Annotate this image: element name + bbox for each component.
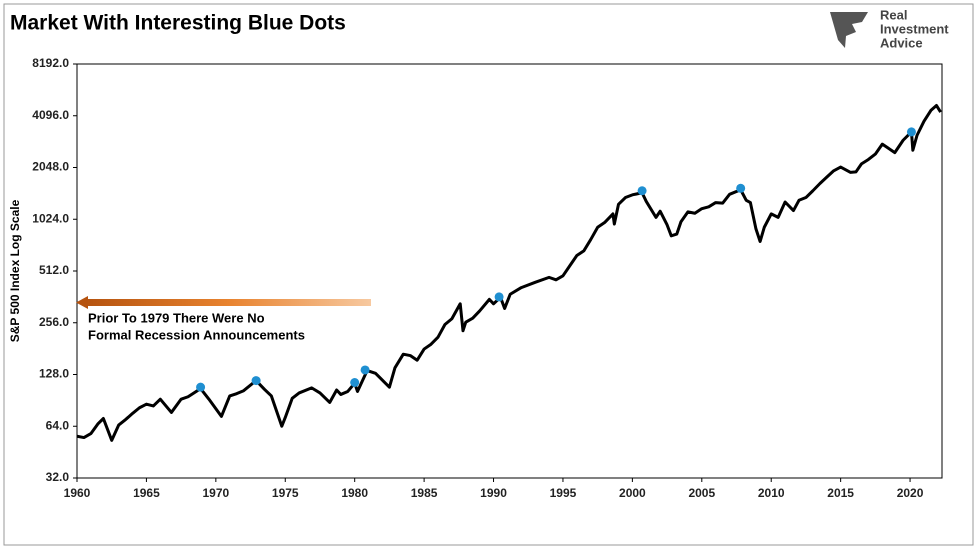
x-tick-label: 2010 <box>758 486 785 500</box>
arrow-head <box>76 296 88 309</box>
blue-dot <box>906 127 916 137</box>
x-tick-label: 1960 <box>64 486 91 500</box>
y-tick-label: 2048.0 <box>32 160 69 174</box>
frame <box>3 3 974 546</box>
x-tick-label: 1990 <box>480 486 507 500</box>
y-tick-label: 256.0 <box>39 315 69 329</box>
logo-text: Advice <box>880 35 923 50</box>
x-tick-label: 1975 <box>272 486 299 500</box>
logo-text: Real <box>880 7 907 22</box>
price-line <box>76 103 942 442</box>
blue-dot <box>494 292 504 302</box>
blue-dot <box>360 365 370 375</box>
x-tick-label: 1995 <box>550 486 577 500</box>
x-tick-label: 2020 <box>897 486 924 500</box>
y-tick-label: 512.0 <box>39 263 69 277</box>
blue-dot <box>196 382 206 392</box>
y-tick-label: 64.0 <box>46 418 70 432</box>
arrow-body <box>86 299 371 306</box>
blue-dot <box>350 377 360 387</box>
y-tick-label: 32.0 <box>46 470 70 484</box>
x-tick-label: 2000 <box>619 486 646 500</box>
x-tick-label: 1965 <box>133 486 160 500</box>
logo-text: Investment <box>880 21 949 36</box>
blue-dot <box>637 186 647 196</box>
x-tick-label: 2005 <box>688 486 715 500</box>
x-tick-label: 1985 <box>411 486 438 500</box>
blue-dot <box>251 376 261 386</box>
x-tick-label: 1980 <box>341 486 368 500</box>
blue-dot <box>736 183 746 193</box>
plot-area <box>76 63 943 479</box>
y-tick-label: 4096.0 <box>32 108 69 122</box>
logo: Real Investment Advice <box>830 7 949 50</box>
annotation: Formal Recession Announcements <box>88 327 305 342</box>
y-axis-label: S&P 500 Index Log Scale <box>8 199 22 342</box>
annotation: Prior To 1979 There Were No <box>88 310 265 325</box>
chart-title: Market With Interesting Blue Dots <box>10 12 346 35</box>
y-tick-label: 128.0 <box>39 367 69 381</box>
x-tick-label: 2015 <box>827 486 854 500</box>
x-tick-label: 1970 <box>202 486 229 500</box>
y-tick-label: 8192.0 <box>32 56 69 70</box>
y-tick-label: 1024.0 <box>32 211 69 225</box>
annotation-arrow <box>76 296 371 309</box>
logo-icon <box>830 12 868 48</box>
